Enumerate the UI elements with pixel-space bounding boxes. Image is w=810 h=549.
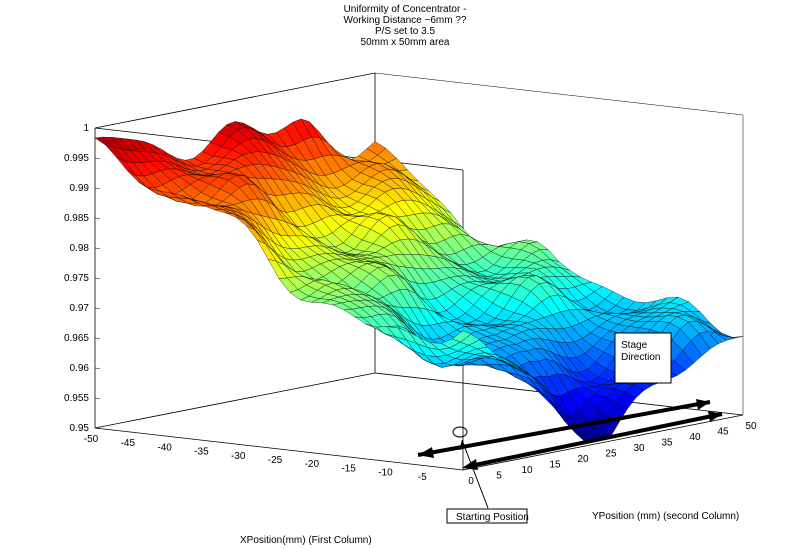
z-tick-label: 0.96: [70, 363, 90, 374]
y-tick-label: 25: [605, 449, 617, 460]
x-tick-label: -45: [121, 438, 136, 449]
z-tick-mark: [94, 217, 101, 219]
x-tick-label: -50: [84, 434, 99, 445]
x-tick-label: -20: [305, 459, 320, 470]
starting-position-box: [446, 508, 528, 524]
z-tick-label: 0.95: [70, 423, 90, 434]
chart-title-line-4: 50mm x 50mm area: [360, 37, 450, 48]
stage-arrow-upper-head-right: [696, 399, 710, 410]
z-tick-mark: [94, 277, 101, 279]
z-tick-label: 0.98: [70, 243, 90, 254]
chart-title-line-2: Working Distance ~6mm ??: [343, 15, 467, 26]
stage-direction-word: Stage: [621, 340, 648, 351]
right-top-edge: [374, 72, 744, 116]
z-tick-label: 0.975: [64, 273, 89, 284]
z-tick-mark: [94, 127, 101, 129]
floor-edge: [462, 414, 744, 471]
y-tick-label: 5: [496, 471, 502, 482]
z-tick-mark: [94, 337, 101, 339]
x-tick-label: -10: [378, 468, 393, 479]
x-tick-label: -5: [418, 472, 427, 483]
y-tick-label: 45: [717, 427, 729, 438]
z-tick-label: 0.97: [70, 303, 90, 314]
z-tick-label: 0.965: [64, 333, 89, 344]
stage-direction-box: [614, 332, 672, 384]
stage-direction-label: Stage Direction: [621, 340, 660, 363]
z-tick-mark: [94, 247, 101, 249]
z-tick-label: 1: [83, 123, 89, 134]
stage-arrow-lower: [469, 412, 723, 468]
tick-labels: 0.95 0.955 0.96 0.965 0.97 0.975 0.98 0.985 0.99…: [64, 123, 757, 487]
z-tick-mark: [94, 307, 101, 309]
annotations: Stage Direction Starting Position: [417, 332, 723, 524]
stage-arrow-upper-head-left: [418, 447, 434, 458]
chart-title-line-3: P/S set to 3.5: [374, 26, 436, 37]
z-tick-mark: [94, 427, 101, 429]
z-tick-mark: [94, 157, 101, 159]
z-tick-mark: [94, 397, 101, 399]
z-tick-label: 0.955: [64, 393, 89, 404]
starting-position-label: Starting Position: [456, 512, 529, 523]
x-tick-label: -15: [341, 463, 356, 474]
stage-arrow-lower-head-right: [708, 411, 722, 422]
x-tick-label: -40: [157, 442, 172, 453]
stage-arrow-upper: [417, 400, 711, 457]
starting-position-arrow-head: [459, 440, 466, 450]
z-tick-label: 0.985: [64, 213, 89, 224]
z-tick-label: 0.99: [70, 183, 90, 194]
y-tick-label: 15: [549, 460, 561, 471]
back-top-edge: [94, 72, 376, 129]
y-tick-label: 40: [689, 432, 701, 443]
x-axis-label: XPosition(mm) (First Column): [240, 535, 372, 546]
stage-arrow-lower-head-left: [462, 459, 478, 470]
x-tick-label: -35: [194, 447, 209, 458]
y-tick-label: 30: [633, 443, 645, 454]
y-tick-label: 10: [521, 465, 533, 476]
chart-title-line-1: Uniformity of Concentrator -: [343, 4, 467, 15]
starting-position-arrow: [461, 439, 489, 509]
z-tick-mark: [94, 187, 101, 189]
y-axis-label: YPosition (mm) (second Column): [592, 511, 739, 522]
y-tick-label: 0: [468, 476, 474, 487]
floor-edge: [94, 427, 464, 471]
stage-direction-word: Direction: [621, 352, 660, 363]
z-tick-mark: [94, 367, 101, 369]
floor-edge: [94, 372, 376, 429]
y-tick-label: 20: [577, 454, 589, 465]
z-tick-label: 0.995: [64, 153, 89, 164]
starting-position-marker: [452, 426, 468, 438]
y-tick-label: 35: [661, 438, 673, 449]
surface-cell: [451, 330, 472, 343]
x-tick-label: -30: [231, 451, 246, 462]
surface-mesh: [94, 118, 744, 442]
x-tick-label: -25: [268, 455, 283, 466]
y-tick-label: 50: [745, 421, 757, 432]
